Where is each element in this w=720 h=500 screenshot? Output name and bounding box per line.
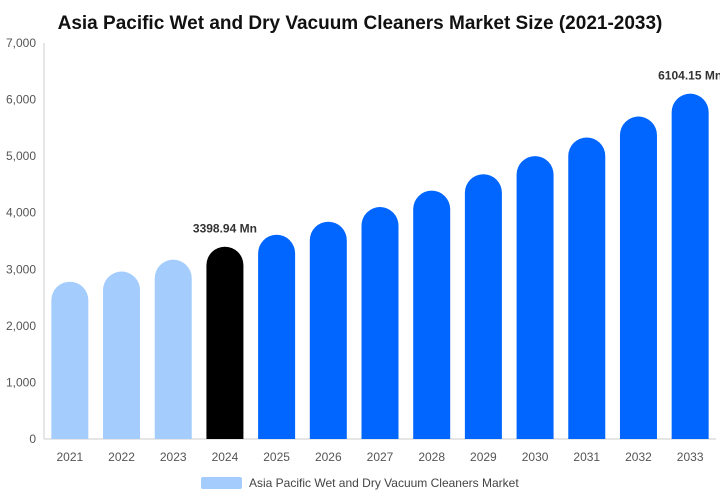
x-tick-label: 2022 [108,450,135,464]
x-tick-label: 2027 [367,450,394,464]
y-tick-label: 1,000 [6,375,36,389]
bar-2027 [361,207,399,439]
legend-label: Asia Pacific Wet and Dry Vacuum Cleaners… [249,476,519,490]
y-tick-label: 5,000 [6,149,36,163]
x-tick-label: 2023 [160,450,187,464]
y-tick-label: 6,000 [6,93,36,107]
x-tick-label: 2025 [263,450,290,464]
x-axis: 2021 2022 2023 2024 2025 2026 2027 2028 2029 2030… [44,438,716,464]
bar-2033 [671,93,709,440]
bar-2025 [258,234,296,439]
data-label-2024: 3398.94 Mn [193,222,257,236]
legend: Asia Pacific Wet and Dry Vacuum Cleaners… [201,476,519,490]
data-label-2033: 6104.15 Mn [658,69,720,83]
x-tick-label: 2028 [418,450,445,464]
data-labels: 3398.94 Mn 6104.15 Mn [193,69,720,236]
bar-2021 [51,281,89,439]
x-tick-label: 2031 [573,450,600,464]
bar-2024 [206,246,244,439]
chart-title: Asia Pacific Wet and Dry Vacuum Cleaners… [58,13,663,34]
bar-2030 [516,156,554,439]
bar-2029 [464,174,502,439]
y-tick-label: 2,000 [6,319,36,333]
bar-2022 [103,271,141,439]
x-tick-label: 2033 [677,450,704,464]
legend-swatch [201,477,242,489]
y-tick-label: 7,000 [6,36,36,50]
y-axis: 0 1,000 2,000 3,000 4,000 5,000 6,000 7,000 [6,36,45,446]
x-tick-label: 2029 [470,450,497,464]
x-tick-label: 2021 [56,450,83,464]
bar-2026 [309,221,347,439]
y-tick-label: 0 [29,432,36,446]
x-tick-label: 2024 [212,450,239,464]
x-tick-label: 2026 [315,450,342,464]
bar-2031 [568,137,606,440]
bar-2032 [619,116,657,439]
x-tick-label: 2032 [625,450,652,464]
y-tick-label: 3,000 [6,262,36,276]
x-tick-label: 2030 [522,450,549,464]
bars [51,93,709,440]
bar-2028 [413,190,451,439]
bar-2023 [154,259,192,439]
y-tick-label: 4,000 [6,206,36,220]
